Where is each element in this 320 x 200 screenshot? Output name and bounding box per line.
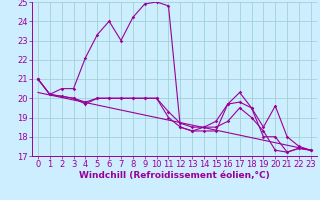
X-axis label: Windchill (Refroidissement éolien,°C): Windchill (Refroidissement éolien,°C) [79, 171, 270, 180]
